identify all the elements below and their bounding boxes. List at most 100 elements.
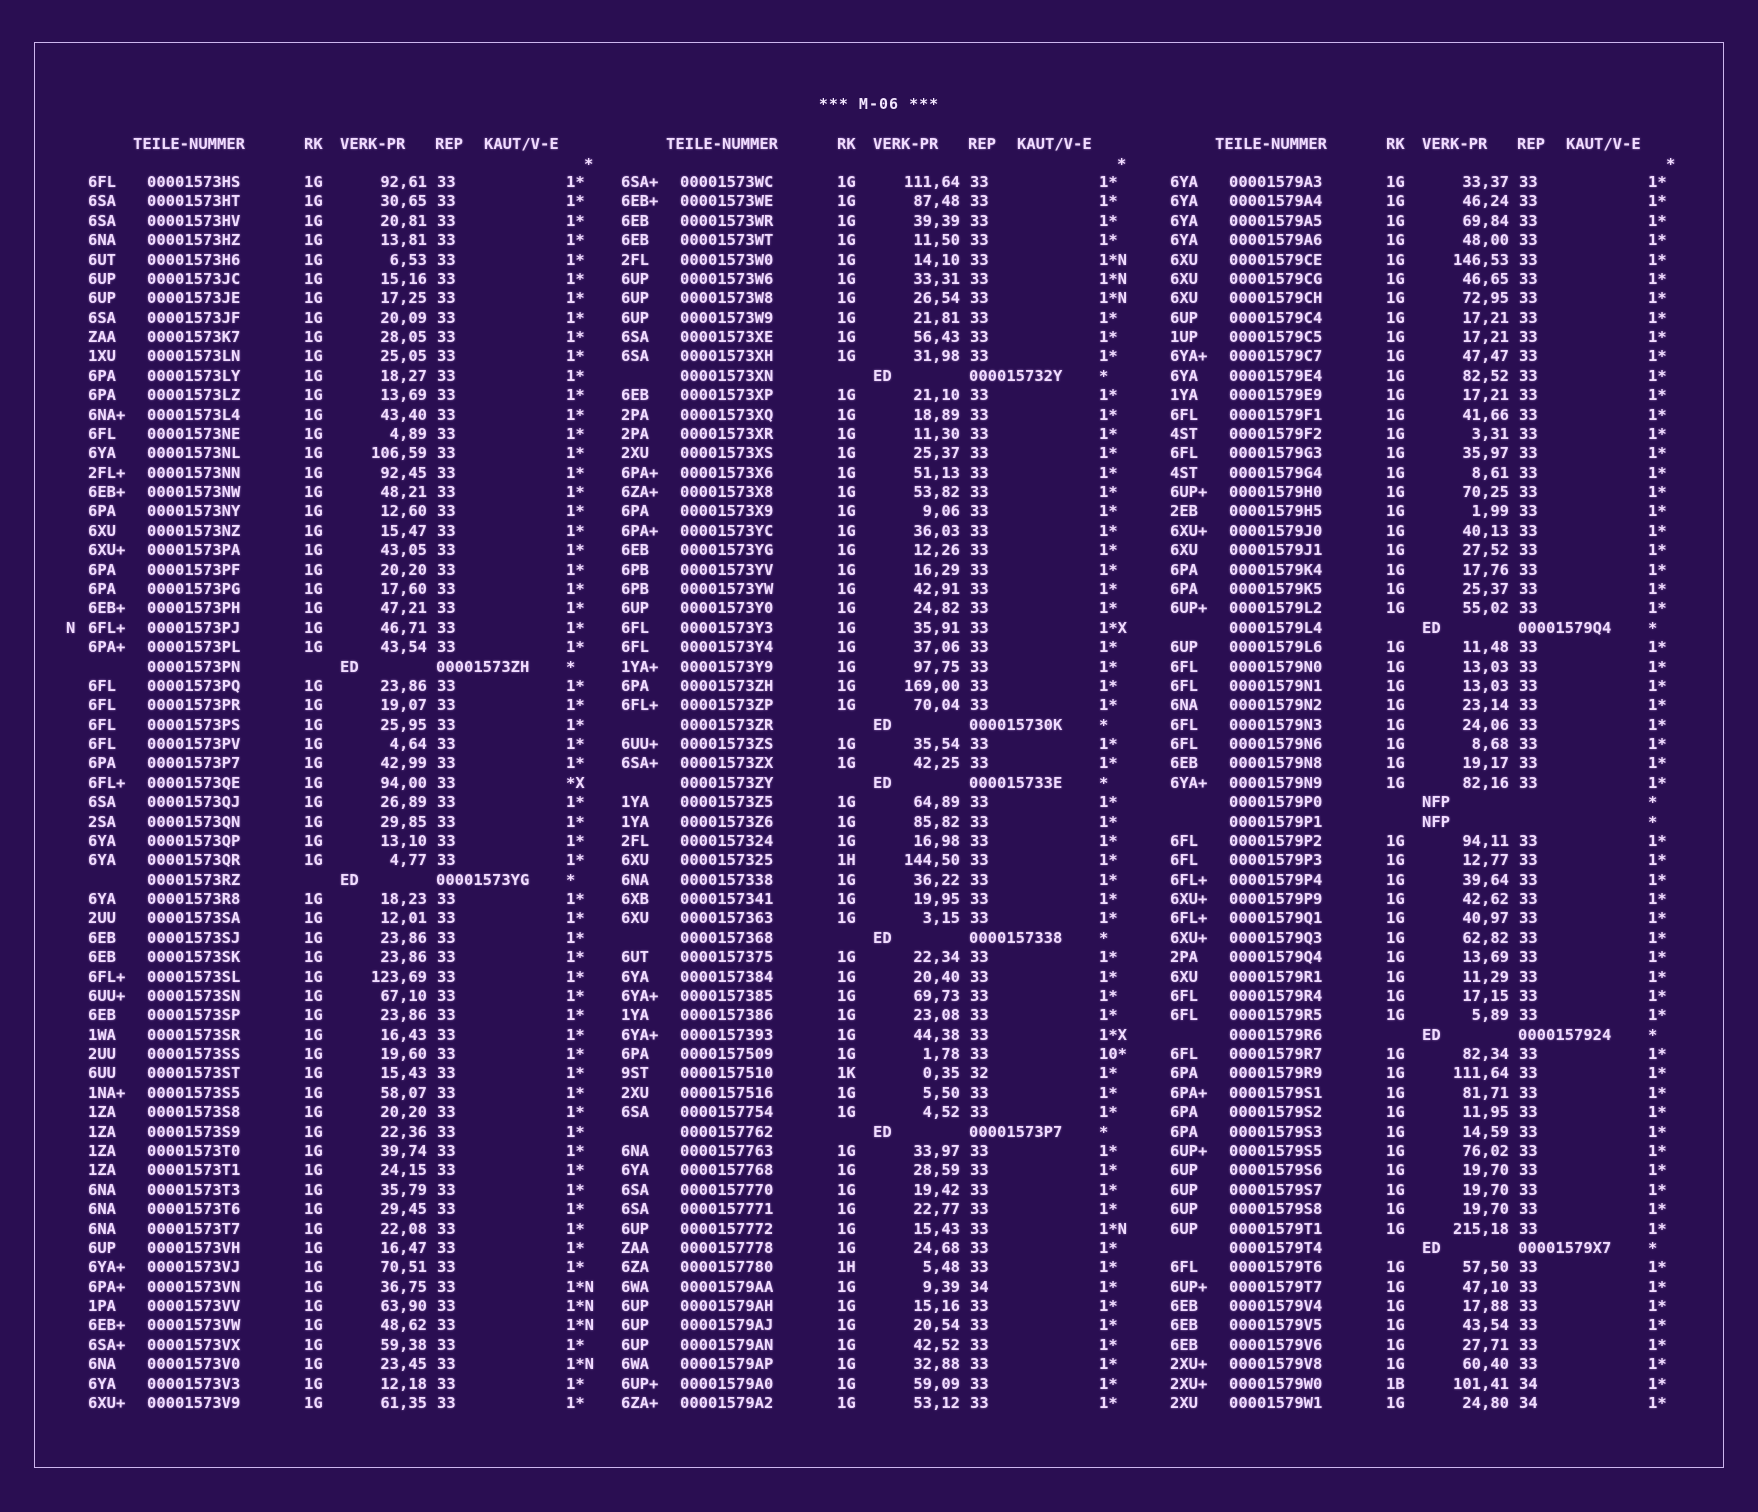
table-row: 6NA 00001573T3 1G 35,79 33 1* — [0, 1182, 1758, 1201]
flag: 1* — [566, 250, 585, 269]
rk: 1G — [304, 928, 323, 947]
teile-nummer: 00001573WE — [680, 192, 774, 211]
verk-pr: 72,95 — [1462, 289, 1509, 308]
teile-nummer: 00001579P9 — [1229, 890, 1323, 909]
table-row: 6YA+ 00001579N9 1G 82,16 33 1* — [0, 775, 1758, 794]
rk: 1G — [1386, 211, 1405, 230]
table-row: 6FL+ 00001573PJ 1G 46,71 33 1* N — [0, 620, 1758, 639]
pos-code: 6NA — [88, 1219, 116, 1238]
flag: 1* — [1648, 463, 1667, 482]
teile-nummer: 00001579Q1 — [1229, 909, 1323, 928]
rep: 33 — [1519, 463, 1538, 482]
verk-pr: 70,25 — [1462, 483, 1509, 502]
rk: 1G — [1386, 173, 1405, 191]
rk: 1G — [1386, 1064, 1405, 1083]
verk-pr: 43,40 — [380, 405, 427, 424]
pos-code: 6NA — [1170, 696, 1198, 715]
table-row: 1ZA 00001573S8 1G 20,20 33 1* — [0, 1104, 1758, 1123]
rk: 1G — [304, 1161, 323, 1180]
rk: 1G — [1386, 599, 1405, 618]
rk: 1G — [304, 599, 323, 618]
flag: 1* — [1648, 890, 1667, 909]
table-row: 6YA 00001573NL 1G 106,59 33 1* — [0, 445, 1758, 464]
flag: 1* — [566, 793, 585, 812]
rk: 1G — [1386, 1083, 1405, 1102]
teile-nummer: 00001573PH — [147, 599, 241, 618]
rk: 1G — [1386, 676, 1405, 695]
rk: 1G — [304, 967, 323, 986]
pos-code: 6EB — [1170, 1335, 1198, 1354]
pos-code: 2XU+ — [1170, 1374, 1208, 1393]
rep: 33 — [437, 812, 456, 831]
pos-code: 6FL — [1170, 405, 1198, 424]
teile-nummer: 00001579R1 — [1229, 967, 1323, 986]
verk-pr: 22,08 — [380, 1219, 427, 1238]
flag: 1* — [566, 1258, 585, 1277]
pos-code: 6UP — [1170, 1180, 1198, 1199]
flag: 1* — [1648, 1122, 1667, 1141]
teile-nummer: 00001573LZ — [147, 386, 241, 405]
table-row: 6FL+ 00001579Q1 1G 40,97 33 1* — [0, 910, 1758, 929]
rep: 33 — [437, 676, 456, 695]
flag: 1* — [566, 1219, 585, 1238]
pos-code: 6PA — [88, 579, 116, 598]
rk: 1G — [304, 1374, 323, 1393]
rk: 1G — [304, 1006, 323, 1025]
table-row: 1WA 00001573SR 1G 16,43 33 1* — [0, 1027, 1758, 1046]
verk-pr: 17,21 — [1462, 308, 1509, 327]
pos-code: 6YA+ — [1170, 773, 1208, 792]
pos-code: 6NA — [88, 1355, 116, 1374]
teile-nummer: 00001579Q4 — [1229, 948, 1323, 967]
verk-pr: 11,50 — [913, 231, 960, 250]
rk: 1G — [1386, 1335, 1405, 1354]
flag: 1* — [1648, 192, 1667, 211]
flag: 1* — [566, 424, 585, 443]
verk-pr: 29,45 — [380, 1200, 427, 1219]
verk-pr: 27,52 — [1462, 541, 1509, 560]
verk-pr: 43,54 — [1462, 1316, 1509, 1335]
flag: 1* — [566, 928, 585, 947]
rep: 33 — [1519, 541, 1538, 560]
table-row: 6YA 00001579A5 1G 69,84 33 1* — [0, 213, 1758, 232]
rep: 33 — [437, 405, 456, 424]
rep: 33 — [437, 851, 456, 870]
flag: 1* — [1648, 1006, 1667, 1025]
table-row: 6XU 00001579CE 1G 146,53 33 1* — [0, 252, 1758, 271]
verk-pr: 82,34 — [1462, 1045, 1509, 1064]
teile-nummer: 00001573JF — [147, 308, 241, 327]
teile-nummer: 00001573QE — [147, 773, 241, 792]
teile-nummer: 00001579G3 — [1229, 444, 1323, 463]
table-row: 6FL 00001579P2 1G 94,11 33 1* — [0, 833, 1758, 852]
rk: 1G — [304, 1316, 323, 1335]
rep: 33 — [1519, 444, 1538, 463]
table-row: 6XU 00001579CH 1G 72,95 33 1* — [0, 290, 1758, 309]
pos-code: 6FL+ — [1170, 909, 1208, 928]
header-marker: * — [584, 155, 594, 173]
teile-nummer: 00001573ST — [147, 1064, 241, 1083]
table-row: 4ST 00001579F2 1G 3,31 33 1* — [0, 426, 1758, 445]
pos-code: 6SA — [88, 211, 116, 230]
teile-nummer: 00001573LY — [147, 366, 241, 385]
teile-nummer: 00001573VH — [147, 1238, 241, 1257]
table-row: 6FL 00001579N6 1G 8,68 33 1* — [0, 736, 1758, 755]
flag: 1* — [566, 1025, 585, 1044]
verk-pr: 55,02 — [1462, 599, 1509, 618]
flag: 1* — [1648, 521, 1667, 540]
pos-code: 6FL+ — [1170, 870, 1208, 889]
teile-nummer: 00001573V0 — [147, 1355, 241, 1374]
rep: 33 — [1519, 173, 1538, 191]
flag: 1* — [1648, 579, 1667, 598]
report-title: *** M-06 *** — [818, 95, 940, 113]
table-row: 6YA 00001573R8 1G 18,23 33 1* — [0, 891, 1758, 910]
pos-code: 6XU+ — [1170, 928, 1208, 947]
verk-pr: 13,03 — [1462, 657, 1509, 676]
flag: 1* — [566, 1200, 585, 1219]
teile-nummer: 00001579F1 — [1229, 405, 1323, 424]
flag: 1* — [566, 1142, 585, 1160]
rep: 33 — [437, 1374, 456, 1393]
rep: 33 — [437, 890, 456, 909]
verk-pr: 8,61 — [1471, 463, 1509, 482]
table-row: 2FL 00001573W0 1G 14,10 33 1*N — [0, 252, 1758, 271]
teile-nummer: 00001573SA — [147, 909, 241, 928]
page-border — [34, 42, 1724, 1468]
